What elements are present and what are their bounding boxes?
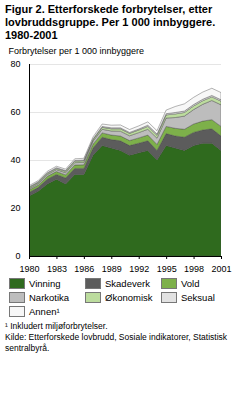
html-text:Figur 2. Etterforskede forbryt: Figur 2. Etterforskede forbrytelser, ett… — [5, 3, 216, 41]
html-text:¹ Inkludert miljøforbrytelser.: ¹ Inkludert miljøforbrytelser. — [5, 321, 108, 331]
svg-text:Forbrytelser per 1 000 innbygg: Forbrytelser per 1 000 innbyggere — [9, 46, 145, 56]
svg-text:1989: 1989 — [102, 264, 122, 274]
html-text:Økonomisk: Økonomisk — [105, 292, 153, 303]
svg-text:80: 80 — [10, 59, 20, 69]
svg-text:2001: 2001 — [211, 264, 231, 274]
svg-text:20: 20 — [10, 203, 20, 213]
html-text:Kilde: Etterforskede lovbrudd,: Kilde: Etterforskede lovbrudd, Sosiale i… — [5, 332, 228, 353]
html-text:Narkotika: Narkotika — [29, 292, 70, 303]
html-text:Seksual: Seksual — [181, 292, 215, 303]
svg-text:1980: 1980 — [19, 264, 39, 274]
svg-text:60: 60 — [10, 107, 20, 117]
svg-text:1992: 1992 — [129, 264, 149, 274]
html-text:Vinning: Vinning — [29, 278, 61, 289]
svg-text:1983: 1983 — [47, 264, 67, 274]
svg-text:40: 40 — [10, 155, 20, 165]
svg-text:1986: 1986 — [74, 264, 94, 274]
html-text:Vold: Vold — [181, 278, 200, 289]
svg-text:1998: 1998 — [184, 264, 204, 274]
html-text:Skadeverk: Skadeverk — [105, 278, 150, 289]
html-text:Annen¹: Annen¹ — [29, 306, 60, 317]
svg-text:1995: 1995 — [157, 264, 177, 274]
svg-text:0: 0 — [15, 251, 20, 261]
